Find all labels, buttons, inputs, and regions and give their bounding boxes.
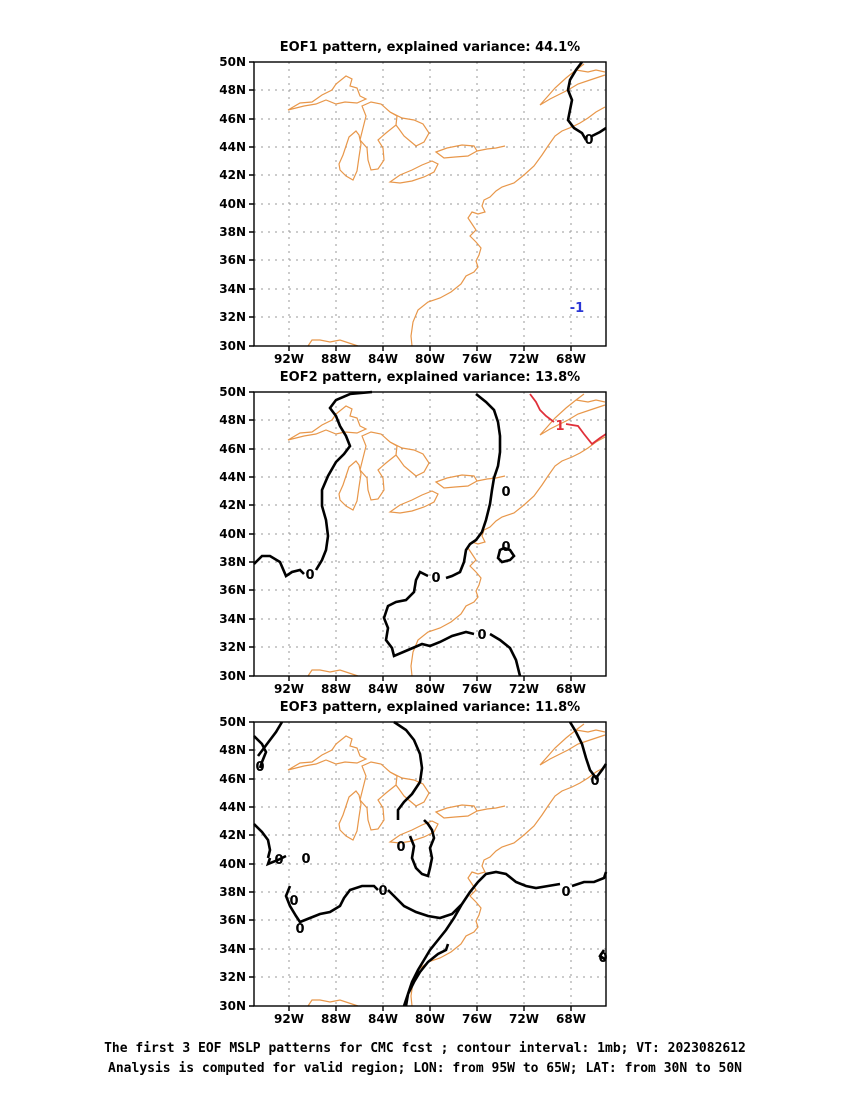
contour-zero: [566, 61, 607, 141]
contour-zero: [265, 854, 287, 867]
contour-zero: [253, 720, 608, 1007]
panel-title: EOF3 pattern, explained variance: 11.8%: [280, 700, 580, 715]
contour-label: 0: [274, 853, 283, 868]
figure-caption-line2: Analysis is computed for valid region; L…: [108, 1061, 742, 1076]
panel-title: EOF2 pattern, explained variance: 13.8%: [280, 370, 580, 385]
map-frame: 0 0 0 0 0 0 0 0 0 0: [253, 720, 608, 1007]
lon-tick-label: 72W: [509, 352, 539, 366]
lon-tick-label: 92W: [274, 1012, 304, 1026]
lat-tick-label: 34N: [219, 942, 246, 956]
lat-tick-label: 48N: [219, 743, 246, 757]
map-frame: 1 0 0 0 0 0 0: [253, 390, 607, 677]
lat-tick-label: 50N: [219, 55, 246, 69]
lon-tick-label: 68W: [556, 1012, 586, 1026]
contour-label: 0: [305, 568, 314, 583]
lat-tick-label: 40N: [219, 527, 246, 541]
panel-eof3: EOF3 pattern, explained variance: 11.8% …: [248, 700, 608, 1012]
contour-label: 0: [289, 894, 298, 909]
lat-tick-label: 46N: [219, 112, 246, 126]
contour-label: -1: [570, 301, 584, 316]
lon-tick-label: 80W: [415, 682, 445, 696]
lon-tick-label: 72W: [509, 682, 539, 696]
lat-tick-label: 34N: [219, 612, 246, 626]
contour-label: 0: [590, 774, 599, 789]
lat-tick-label: 36N: [219, 253, 246, 267]
lat-tick-label: 42N: [219, 498, 246, 512]
lat-tick-label: 48N: [219, 83, 246, 97]
contour-label: 0: [378, 884, 387, 899]
lat-tick-label: 40N: [219, 197, 246, 211]
contour-label: 0: [431, 571, 440, 586]
contour-label: 0: [598, 951, 607, 966]
lon-tick-label: 80W: [415, 1012, 445, 1026]
lon-tick-label: 68W: [556, 682, 586, 696]
contour-label: 0: [301, 852, 310, 867]
lat-tick-label: 30N: [219, 669, 246, 683]
lon-tick-label: 88W: [321, 352, 351, 366]
contour-label: 1: [555, 419, 564, 434]
lon-tick-label: 84W: [368, 1012, 398, 1026]
contour-label: 0: [295, 922, 304, 937]
lat-tick-label: 32N: [219, 310, 246, 324]
lat-tick-label: 44N: [219, 470, 246, 484]
lat-tick-label: 34N: [219, 282, 246, 296]
lat-tick-label: 30N: [219, 339, 246, 353]
contour-zero: [253, 390, 522, 677]
panel-eof1: EOF1 pattern, explained variance: 44.1% …: [248, 40, 607, 352]
lat-tick-label: 36N: [219, 913, 246, 927]
lat-tick-label: 38N: [219, 225, 246, 239]
lat-tick-label: 38N: [219, 555, 246, 569]
contour-zero: [496, 546, 516, 564]
lon-tick-label: 84W: [368, 682, 398, 696]
map-frame: 0 -1: [253, 61, 607, 347]
lon-tick-label: 76W: [462, 682, 492, 696]
lat-tick-label: 44N: [219, 140, 246, 154]
lat-tick-label: 48N: [219, 413, 246, 427]
lon-tick-label: 92W: [274, 352, 304, 366]
lat-tick-label: 44N: [219, 800, 246, 814]
axis-tick-labels: 50N 48N 46N 44N 42N 40N 38N 36N 34N 32N 30N 92W 88W 8…: [219, 55, 586, 1026]
lat-tick-label: 40N: [219, 857, 246, 871]
lon-tick-label: 76W: [462, 1012, 492, 1026]
lat-tick-label: 42N: [219, 828, 246, 842]
lon-tick-label: 68W: [556, 352, 586, 366]
lat-tick-label: 50N: [219, 715, 246, 729]
lon-tick-label: 84W: [368, 352, 398, 366]
lon-tick-label: 92W: [274, 682, 304, 696]
lat-tick-label: 30N: [219, 999, 246, 1013]
panel-title: EOF1 pattern, explained variance: 44.1%: [280, 40, 580, 55]
lat-tick-label: 46N: [219, 772, 246, 786]
panel-eof2: EOF2 pattern, explained variance: 13.8% …: [248, 370, 607, 682]
contour-positive: [529, 393, 607, 446]
lat-tick-label: 32N: [219, 970, 246, 984]
lat-tick-label: 38N: [219, 885, 246, 899]
lat-tick-label: 42N: [219, 168, 246, 182]
contour-label: 0: [561, 885, 570, 900]
lon-tick-label: 72W: [509, 1012, 539, 1026]
lon-tick-label: 80W: [415, 352, 445, 366]
figure-caption-line1: The first 3 EOF MSLP patterns for CMC fc…: [104, 1041, 746, 1056]
lon-tick-label: 76W: [462, 352, 492, 366]
contour-label: 0: [501, 485, 510, 500]
lat-tick-label: 50N: [219, 385, 246, 399]
lon-tick-label: 88W: [321, 1012, 351, 1026]
lat-tick-label: 36N: [219, 583, 246, 597]
lat-tick-label: 46N: [219, 442, 246, 456]
contour-label: 0: [477, 628, 486, 643]
contour-label: 0: [255, 760, 264, 775]
contour-label: 0: [584, 133, 593, 148]
contour-label: 0: [396, 840, 405, 855]
lat-tick-label: 32N: [219, 640, 246, 654]
lon-tick-label: 88W: [321, 682, 351, 696]
